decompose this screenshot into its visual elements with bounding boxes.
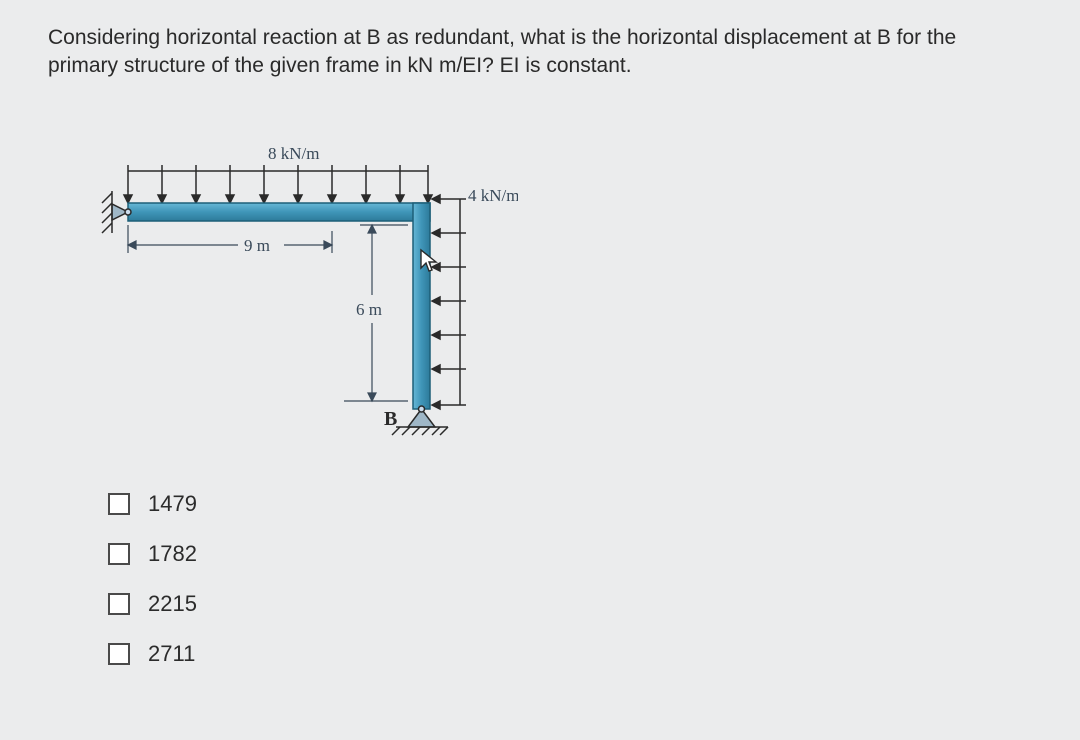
height-label: 6 m xyxy=(356,300,382,319)
question-text: Considering horizontal reaction at B as … xyxy=(48,24,1032,81)
checkbox[interactable] xyxy=(108,543,130,565)
option-row[interactable]: 2215 xyxy=(108,591,1032,617)
option-row[interactable]: 2711 xyxy=(108,641,1032,667)
load-side-label: 4 kN/m xyxy=(468,186,518,205)
checkbox[interactable] xyxy=(108,643,130,665)
checkbox[interactable] xyxy=(108,493,130,515)
option-label: 2711 xyxy=(148,641,195,667)
structural-figure: 8 kN/m xyxy=(98,141,518,451)
checkbox[interactable] xyxy=(108,593,130,615)
option-label: 2215 xyxy=(148,591,197,617)
option-label: 1782 xyxy=(148,541,197,567)
load-top-label: 8 kN/m xyxy=(268,144,319,163)
span-label: 9 m xyxy=(244,236,270,255)
option-row[interactable]: 1782 xyxy=(108,541,1032,567)
support-b-label: B xyxy=(384,408,397,430)
option-row[interactable]: 1479 xyxy=(108,491,1032,517)
option-label: 1479 xyxy=(148,491,197,517)
answer-options: 1479 1782 2215 2711 xyxy=(108,491,1032,667)
